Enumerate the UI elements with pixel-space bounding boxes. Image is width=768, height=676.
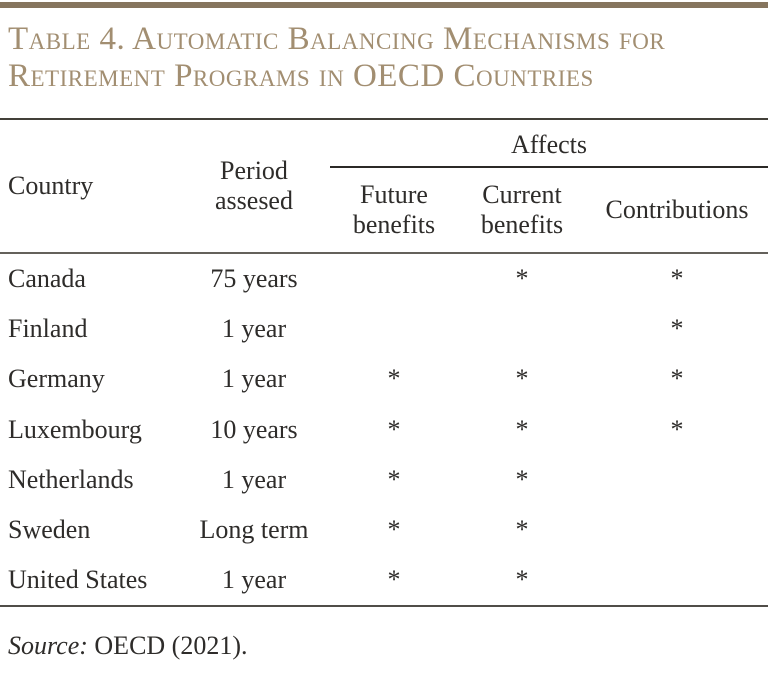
cell-country: Canada	[8, 264, 86, 294]
header-country: Country	[8, 171, 94, 200]
table-row-germany: Germany 1 year * * *	[0, 354, 768, 404]
table-row-luxembourg: Luxembourg 10 years * * *	[0, 405, 768, 455]
header-period-assesed: Period assesed	[215, 156, 293, 215]
source-note: Source: OECD (2021).	[8, 631, 760, 661]
cell-period: 1 year	[221, 364, 287, 394]
cell-country: Luxembourg	[8, 414, 142, 444]
table-header: Country Period assesed Affects Future be…	[0, 120, 768, 252]
cell-period: Long term	[199, 515, 309, 545]
cell-period: 1 year	[221, 314, 287, 344]
cell-contributions: *	[670, 264, 684, 294]
source-label: Source:	[8, 631, 88, 661]
cell-country: Netherlands	[8, 464, 134, 494]
table-row-netherlands: Netherlands 1 year * *	[0, 455, 768, 505]
cell-contributions: *	[670, 414, 684, 444]
cell-period: 1 year	[221, 464, 287, 494]
table-title-line2: Retirement Programs in OECD Countries	[8, 58, 594, 94]
cell-period: 75 years	[210, 264, 298, 294]
table-bottom-rule	[0, 605, 768, 608]
cell-current-benefits: *	[515, 464, 529, 494]
cell-contributions: *	[670, 364, 684, 394]
cell-current-benefits: *	[515, 264, 529, 294]
header-affects-spanner: Affects	[330, 130, 768, 168]
header-contributions: Contributions	[605, 195, 749, 224]
header-bottom-rule	[0, 252, 768, 254]
title-bottom-rule	[0, 118, 768, 120]
cell-future-benefits: *	[387, 364, 401, 394]
cell-country: Sweden	[8, 515, 91, 545]
source-text: OECD (2021).	[87, 631, 248, 661]
cell-period: 1 year	[221, 565, 287, 595]
cell-country: Finland	[8, 314, 88, 344]
cell-contributions: *	[670, 314, 684, 344]
table-row-united-states: United States 1 year * *	[0, 555, 768, 605]
table-row-finland: Finland 1 year *	[0, 304, 768, 354]
cell-current-benefits: *	[515, 565, 529, 595]
header-current-benefits: Current benefits	[480, 180, 564, 239]
cell-country: Germany	[8, 364, 105, 394]
cell-future-benefits: *	[387, 515, 401, 545]
title-top-bar	[0, 2, 768, 8]
table-title: Table 4. Automatic Balancing Mechanisms …	[8, 21, 760, 95]
cell-current-benefits: *	[515, 414, 529, 444]
table-title-line1: Table 4. Automatic Balancing Mechanisms …	[8, 21, 666, 57]
cell-country: United States	[8, 565, 148, 595]
header-future-benefits: Future benefits	[352, 180, 436, 239]
table-row-sweden: Sweden Long term * *	[0, 505, 768, 555]
cell-future-benefits: *	[387, 464, 401, 494]
cell-current-benefits: *	[515, 364, 529, 394]
table-body: Canada 75 years * * Finland 1 year * Ger…	[0, 254, 768, 605]
cell-period: 10 years	[210, 414, 298, 444]
cell-future-benefits: *	[387, 414, 401, 444]
table-row-canada: Canada 75 years * *	[0, 254, 768, 304]
cell-future-benefits: *	[387, 565, 401, 595]
cell-current-benefits: *	[515, 515, 529, 545]
